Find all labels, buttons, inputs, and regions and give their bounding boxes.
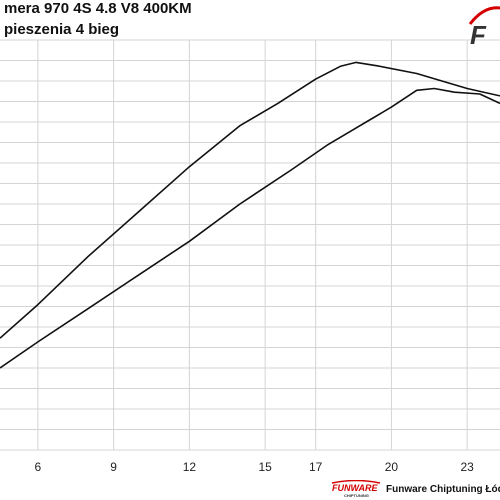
funware-logo-icon: F	[468, 6, 500, 50]
chart-title-line-1: mera 970 4S 4.8 V8 400KM	[4, 0, 192, 17]
series-line-1	[0, 61, 500, 339]
x-tick-label: 6	[35, 460, 42, 474]
chart-series	[0, 61, 500, 369]
chart-grid	[0, 39, 500, 451]
x-tick-label: 17	[309, 460, 323, 474]
series-line-2	[0, 87, 500, 369]
logo-letter: F	[470, 20, 487, 50]
footer-logo-icon: FUNWARE CHIPTUNING	[331, 480, 381, 498]
chart-title-line-2: pieszenia 4 bieg	[4, 21, 120, 38]
x-tick-label: 9	[110, 460, 117, 474]
x-tick-label: 15	[258, 460, 272, 474]
x-axis-tick-labels: 6 9 12 15 17 20 23	[35, 460, 475, 474]
footer-logo-subtext: CHIPTUNING	[344, 493, 369, 498]
x-tick-label: 20	[385, 460, 399, 474]
footer-logo-text: FUNWARE	[332, 483, 378, 493]
x-tick-label: 23	[460, 460, 474, 474]
footer-company-name: Funware Chiptuning Łódź	[386, 484, 500, 495]
x-tick-label: 12	[183, 460, 197, 474]
